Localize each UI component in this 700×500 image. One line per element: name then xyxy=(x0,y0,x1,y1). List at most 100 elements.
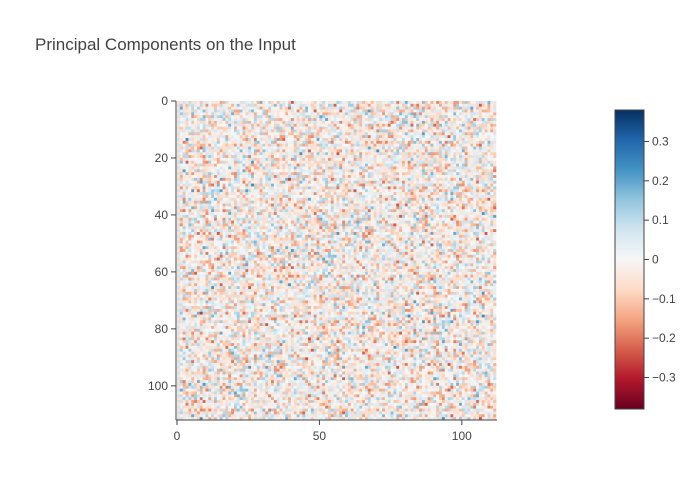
heatmap-cell xyxy=(327,118,332,122)
heatmap-cell xyxy=(319,146,323,150)
heatmap-cell xyxy=(473,112,477,116)
heatmap-cell xyxy=(478,152,483,156)
heatmap-cell xyxy=(441,126,446,130)
heatmap-cell xyxy=(387,209,391,213)
heatmap-cell xyxy=(285,175,289,179)
heatmap-cell xyxy=(379,209,383,213)
heatmap-cell xyxy=(493,186,497,190)
heatmap-cell xyxy=(382,223,386,227)
heatmap-cell xyxy=(342,118,346,122)
heatmap-cell xyxy=(327,155,332,159)
heatmap-cell xyxy=(487,172,491,176)
heatmap-cell xyxy=(233,220,238,224)
heatmap-cell xyxy=(282,189,286,193)
heatmap-cell xyxy=(364,226,369,230)
heatmap-cell xyxy=(302,180,306,184)
heatmap-cell xyxy=(199,126,203,130)
heatmap-cell xyxy=(182,220,186,224)
heatmap-cell xyxy=(319,220,323,224)
heatmap-cell xyxy=(427,120,431,125)
heatmap-cell xyxy=(433,206,437,210)
heatmap-cell xyxy=(456,166,460,170)
heatmap[interactable] xyxy=(177,101,497,421)
heatmap-cell xyxy=(325,223,329,227)
heatmap-cell xyxy=(430,175,434,179)
heatmap-cell xyxy=(299,189,303,193)
heatmap-cell xyxy=(347,177,352,182)
heatmap-cell xyxy=(225,197,229,201)
heatmap-cell xyxy=(202,160,206,164)
heatmap-cell xyxy=(379,189,383,193)
heatmap-cell xyxy=(396,175,400,179)
heatmap-cell xyxy=(177,175,181,179)
heatmap-cell xyxy=(424,152,428,156)
heatmap-cell xyxy=(279,123,283,127)
heatmap-cell xyxy=(413,214,417,219)
heatmap-cell xyxy=(191,206,195,210)
heatmap-cell xyxy=(310,120,315,125)
heatmap-cell xyxy=(188,180,192,184)
heatmap-cell xyxy=(444,132,448,136)
heatmap-cell xyxy=(202,120,206,125)
heatmap-cell xyxy=(308,214,312,219)
heatmap-cell xyxy=(396,194,400,199)
heatmap-cell xyxy=(467,223,471,227)
heatmap-cell xyxy=(273,149,277,153)
heatmap-cell xyxy=(288,155,292,159)
heatmap-cell xyxy=(273,123,277,127)
heatmap-cell xyxy=(481,212,485,216)
heatmap-cell xyxy=(245,200,249,204)
heatmap-cell xyxy=(214,138,218,142)
heatmap-cell xyxy=(279,212,283,216)
heatmap-cell xyxy=(219,194,223,199)
heatmap-cell xyxy=(439,160,443,164)
heatmap-cell xyxy=(242,118,246,122)
heatmap-cell xyxy=(484,206,488,210)
heatmap-cell xyxy=(228,160,232,164)
heatmap-cell xyxy=(353,149,357,153)
heatmap-cell xyxy=(362,140,366,145)
heatmap-cell xyxy=(265,115,269,119)
heatmap-cell xyxy=(219,146,223,150)
heatmap-cell xyxy=(191,149,195,153)
heatmap-cell xyxy=(327,152,332,156)
heatmap-cell xyxy=(342,200,346,204)
heatmap-cell xyxy=(248,183,252,187)
heatmap-cell xyxy=(396,126,400,130)
heatmap-cell xyxy=(322,160,326,164)
heatmap-cell xyxy=(458,140,463,145)
heatmap-cell xyxy=(342,183,346,187)
heatmap-cell xyxy=(330,175,334,179)
heatmap-cell xyxy=(282,194,286,199)
heatmap-cell xyxy=(470,132,474,136)
heatmap-cell xyxy=(473,106,477,110)
heatmap-cell xyxy=(185,129,189,133)
heatmap-cell xyxy=(316,149,320,153)
heatmap-cell xyxy=(481,166,485,170)
heatmap-cell xyxy=(194,192,198,196)
heatmap-cell xyxy=(399,220,403,224)
heatmap-cell xyxy=(367,194,371,199)
heatmap-cell xyxy=(325,129,329,133)
heatmap-cell xyxy=(350,115,354,119)
heatmap-cell xyxy=(384,103,389,107)
heatmap-cell xyxy=(336,217,340,221)
heatmap-cell xyxy=(265,160,269,164)
heatmap-cell xyxy=(370,197,374,201)
heatmap-cell xyxy=(436,143,440,147)
heatmap-cell xyxy=(279,146,283,150)
heatmap-cell xyxy=(313,126,317,130)
heatmap-cell xyxy=(322,214,326,219)
heatmap-cell xyxy=(490,118,494,122)
heatmap-cell xyxy=(336,166,340,170)
heatmap-cell xyxy=(379,177,383,182)
heatmap-cell xyxy=(427,109,431,113)
heatmap-cell xyxy=(245,135,249,139)
heatmap-cell xyxy=(327,212,332,216)
heatmap-cell xyxy=(478,120,483,125)
heatmap-cell xyxy=(179,172,183,176)
heatmap-cell xyxy=(470,112,474,116)
heatmap-cell xyxy=(179,214,183,219)
heatmap-cell xyxy=(359,155,363,159)
heatmap-cell xyxy=(436,112,440,116)
